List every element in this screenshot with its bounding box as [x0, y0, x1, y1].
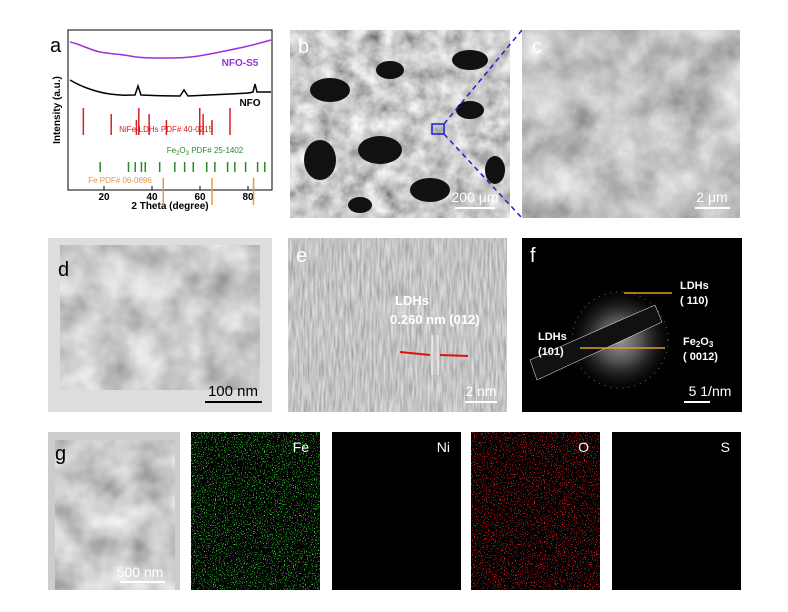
eds-map-dots [191, 432, 320, 590]
ring-label: Fe2O3 [683, 336, 714, 349]
ring [571, 291, 669, 389]
panel-d: d 100 nm [48, 238, 272, 412]
series-label: NFO-S5 [222, 58, 259, 69]
t: 3 [709, 340, 714, 349]
panel-label: c [532, 36, 542, 58]
plot-frame [67, 29, 273, 191]
t: 3 [186, 151, 190, 157]
pores [304, 50, 505, 213]
ring-label: ( 0012) [683, 351, 718, 363]
eds-maps: Fe Ni O S [191, 432, 741, 590]
zoom-box [431, 123, 445, 135]
hrtem-image [288, 238, 507, 412]
panel-label: g [55, 443, 66, 465]
t: PDF# 25-1402 [189, 146, 244, 155]
panel-b: b 200 μm [290, 29, 523, 219]
panel-f: f LDHs ( 110) LDHs (101) Fe2O3 ( 0012) 5… [522, 238, 742, 412]
panel-g: g 500 nm Fe Ni O S [48, 432, 741, 590]
panel-a: a NFO-S5 NFO NiFe-LDHs PDF# 40-0215 Fe2O… [50, 29, 273, 212]
x-axis-label: 2 Theta (degree) [131, 201, 208, 212]
ring-label: (101) [538, 346, 564, 358]
element-label: S [721, 439, 730, 455]
t: Fe [167, 146, 177, 155]
t: Fe [683, 336, 696, 348]
y-axis-label: Intensity (a.u.) [52, 76, 63, 144]
curve-nfo-s5 [69, 39, 272, 59]
panel-label: f [530, 245, 536, 267]
ring-label: LDHs [538, 331, 567, 343]
haadf-particle [55, 440, 175, 590]
element-label: Fe [293, 439, 310, 455]
arrow [439, 354, 469, 357]
scale-label: 500 nm [117, 564, 164, 580]
panel-label: e [296, 245, 307, 267]
ring-label: ( 110) [680, 295, 708, 307]
scale-label: 200 μm [452, 189, 499, 205]
tem-particle [60, 245, 260, 390]
scale-label: 5 1/nm [689, 383, 732, 399]
t: O [700, 336, 709, 348]
zoom-line [443, 29, 523, 125]
x-tick-label: 40 [146, 192, 158, 203]
beam-stop [529, 304, 663, 381]
zoom-line [443, 133, 523, 219]
t: 2 [176, 151, 180, 157]
eds-map-dots [471, 432, 600, 590]
axis: 20 40 60 80 [82, 108, 266, 205]
curve-nfo [69, 79, 271, 97]
sem-image [522, 30, 740, 218]
eds-map-dots [332, 432, 461, 590]
panel-label: d [58, 259, 69, 281]
t: O [179, 146, 185, 155]
panel-c: c 2 μm [522, 30, 740, 218]
ref-label: Fe2O3 PDF# 25-1402 [167, 146, 244, 157]
phase-label: LDHs [395, 293, 429, 308]
x-tick-label: 60 [194, 192, 206, 203]
series-label: NFO [239, 98, 260, 109]
arrow [399, 351, 431, 356]
x-tick-label: 80 [242, 192, 254, 203]
panel-label: b [298, 36, 309, 58]
ref-label: Fe PDF# 06-0696 [88, 176, 152, 185]
scale-label: 2 μm [696, 189, 727, 205]
ring-label: LDHs [680, 280, 709, 292]
panel-label: a [50, 35, 62, 57]
eds-map-dots [612, 432, 741, 590]
element-label: O [578, 439, 589, 455]
panel-e: e LDHs 0.260 nm (012) 2 nm [288, 238, 507, 412]
t: 2 [696, 340, 701, 349]
scale-label: 100 nm [208, 383, 258, 400]
scale-label: 2 nm [465, 383, 496, 399]
element-label: Ni [437, 439, 450, 455]
x-tick-label: 20 [98, 192, 110, 203]
spacing-label: 0.260 nm (012) [390, 312, 480, 327]
